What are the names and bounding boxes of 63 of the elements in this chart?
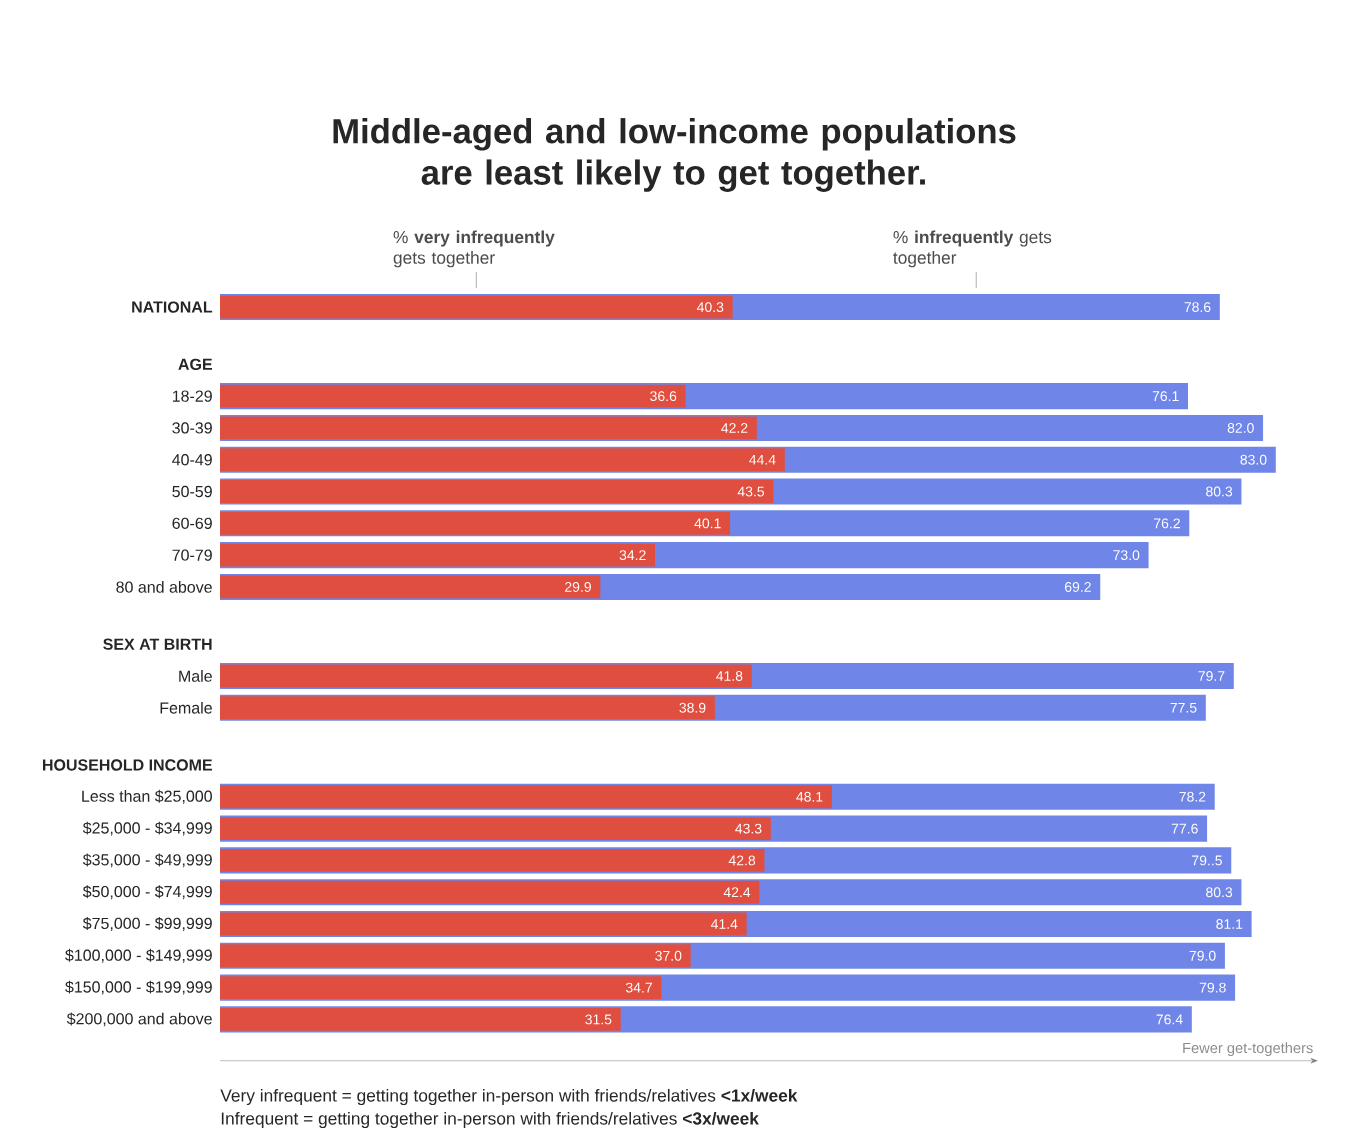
data-label: 41.4 <box>710 919 738 929</box>
data-label: 36.6 <box>650 391 677 402</box>
data-label: 38.9 <box>679 702 706 713</box>
y-tick-label: $200,000 and above <box>66 1012 212 1027</box>
data-label: 31.5 <box>585 1014 612 1025</box>
data-label: 79.7 <box>1198 671 1225 681</box>
text: % infrequently gets together <box>893 230 1052 268</box>
data-label: 76.2 <box>1154 518 1180 529</box>
y-tick-label: Female <box>160 701 212 714</box>
y-tick-label: 60-69 <box>172 517 212 529</box>
chart-title: Middle-aged and low-income populations are least likely to get together. <box>333 118 1016 192</box>
data-label: 73.0 <box>1113 550 1140 561</box>
y-tick-label: 80 and above <box>116 581 212 593</box>
data-label: 37.0 <box>655 950 682 961</box>
data-label: 79..5 <box>1192 855 1222 866</box>
y-tick-label: $50,000 - $74,999 <box>82 885 212 900</box>
data-label: 29.9 <box>565 581 591 592</box>
data-label: 79.8 <box>1199 982 1226 993</box>
data-label: 48.1 <box>796 791 823 802</box>
y-tick-label: 40-49 <box>172 454 212 466</box>
text: Infrequent = getting together in-person with friends/relatives <3x/week <box>221 1111 759 1129</box>
data-label: 43.3 <box>735 823 762 834</box>
y-tick-label: $25,000 - $34,999 <box>82 821 212 836</box>
y-tick-label: Male <box>179 670 212 682</box>
data-label: 76.1 <box>1152 391 1179 402</box>
y-tick-label: 30-39 <box>172 422 212 434</box>
data-label: 80.3 <box>1206 486 1233 497</box>
data-label: 80.3 <box>1206 887 1233 898</box>
data-label: 69.2 <box>1065 581 1091 592</box>
y-tick-label: 18-29 <box>172 390 212 402</box>
y-tick-label: SEX AT BIRTH <box>103 638 212 650</box>
data-label: 40.3 <box>696 302 724 313</box>
data-label: 76.4 <box>1156 1014 1183 1025</box>
data-label: 43.5 <box>737 486 765 497</box>
data-label: 34.2 <box>619 550 646 561</box>
data-label: 42.4 <box>723 887 751 898</box>
y-tick-label: HOUSEHOLD INCOME <box>43 759 212 771</box>
x-axis-title: Fewer get-togethers <box>1183 1042 1313 1057</box>
y-tick-label: NATIONAL <box>132 301 213 313</box>
y-tick-label: $100,000 - $149,999 <box>65 948 212 963</box>
y-tick-label: 50-59 <box>172 485 212 498</box>
data-label: 77.6 <box>1171 823 1198 834</box>
data-label: 82.0 <box>1227 422 1254 433</box>
y-tick-label: Less than $25,000 <box>82 789 212 804</box>
y-tick-label: $75,000 - $99,999 <box>82 917 212 931</box>
data-label: 77.5 <box>1170 702 1197 713</box>
series-label: % very infrequently gets together <box>393 230 555 268</box>
text: Very infrequent = getting together in-person with friends/relatives <1x/week <box>220 1088 798 1106</box>
y-tick-label: 70-79 <box>172 549 212 561</box>
data-label: 34.7 <box>625 982 652 993</box>
data-label: 40.1 <box>694 518 721 529</box>
y-tick-label: $150,000 - $199,999 <box>65 980 212 995</box>
data-label: 42.2 <box>721 423 748 433</box>
data-label: 42.8 <box>728 855 756 866</box>
y-tick-label: AGE <box>178 358 212 370</box>
data-label: 79.0 <box>1189 950 1216 961</box>
data-label: 78.6 <box>1184 302 1211 313</box>
data-label: 44.4 <box>749 454 776 465</box>
data-label: 81.1 <box>1216 919 1243 929</box>
data-label: 78.2 <box>1179 791 1206 802</box>
data-label: 83.0 <box>1240 454 1267 465</box>
data-label: 41.8 <box>716 671 743 681</box>
y-tick-label: $35,000 - $49,999 <box>82 853 212 868</box>
